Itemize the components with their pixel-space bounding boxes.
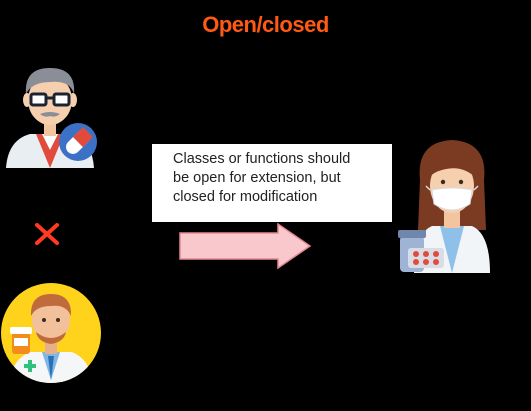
principle-note: Classes or functions should be open for … — [152, 144, 392, 222]
masked-female-doctor-icon — [398, 140, 490, 273]
note-line-1: Classes or functions should — [173, 151, 351, 167]
doctor-with-pill-icon — [6, 68, 97, 168]
diagram-title: Open/closed — [202, 12, 329, 37]
right-arrow-icon — [179, 222, 312, 270]
cross-mark-icon — [35, 223, 59, 245]
note-line-3: closed for modification — [173, 189, 318, 205]
pharmacist-with-medicine-icon — [1, 283, 101, 383]
note-line-2: be open for extension, but — [173, 170, 341, 186]
